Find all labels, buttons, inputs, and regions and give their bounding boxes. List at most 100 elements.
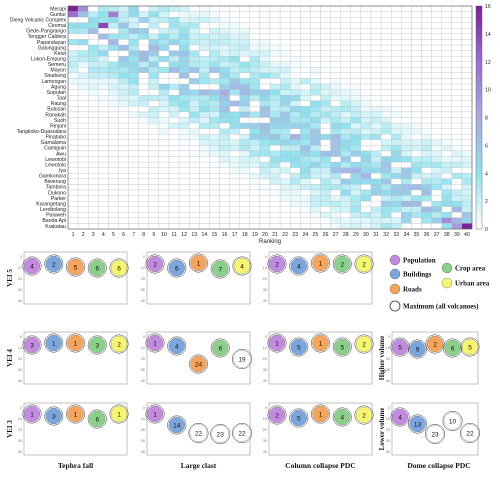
heatmap-cell (77, 134, 89, 140)
heatmap-cell (461, 195, 473, 202)
heatmap-cell (279, 145, 291, 152)
heatmap-cell (67, 50, 79, 57)
heatmap-cell (209, 22, 220, 29)
heatmap-cell (259, 223, 271, 230)
heatmap-cell (411, 111, 422, 118)
heatmap-cell (249, 212, 261, 218)
heatmap-cell (380, 28, 392, 35)
heatmap-cell (380, 128, 392, 135)
heatmap-cell (128, 128, 139, 135)
y-tick-label: Lamongan (41, 79, 66, 85)
heatmap-cell (128, 139, 139, 146)
heatmap-cell (128, 61, 139, 68)
heatmap-cell (340, 95, 351, 101)
heatmap-cell (350, 134, 362, 140)
heatmap-cell (219, 167, 230, 174)
heatmap-cell (249, 128, 261, 135)
max-ring (289, 408, 309, 428)
heatmap-cell (219, 150, 230, 157)
rank-label: 4 (240, 263, 244, 270)
heatmap-cell (138, 22, 149, 29)
heatmap-cell (320, 212, 331, 218)
heatmap-cell (239, 122, 250, 129)
heatmap-cell (189, 173, 200, 179)
heatmap-cell (350, 122, 362, 129)
heatmap-cell (88, 145, 99, 152)
panel-tick-label: 20 (18, 277, 22, 281)
heatmap-cell (380, 217, 392, 224)
heatmap-cell (320, 5, 331, 12)
rank-label: 2 (433, 341, 437, 348)
legend-swatch-crop (441, 262, 453, 274)
heatmap-cell (451, 11, 463, 18)
heatmap-cell (300, 106, 311, 113)
population-bubble (146, 405, 164, 423)
x-tick-label: 21 (272, 232, 278, 238)
heatmap-cell (158, 167, 170, 174)
heatmap-cell (290, 72, 301, 79)
heatmap-cell (138, 5, 149, 12)
urban-bubble (355, 335, 373, 353)
heatmap-cell (98, 100, 109, 107)
heatmap-cell (269, 61, 281, 68)
heatmap-cell (249, 156, 261, 163)
heatmap-cell (370, 5, 382, 12)
heatmap-cell (411, 44, 422, 51)
heatmap-cell (350, 128, 362, 135)
heatmap-cell (279, 33, 291, 40)
population-bubble (268, 334, 286, 352)
heatmap-cell (67, 139, 79, 146)
heatmap-cell (189, 122, 200, 129)
heatmap-cell (300, 223, 311, 230)
heatmap-cell (148, 22, 160, 29)
heatmap-cell (148, 61, 160, 68)
heatmap-cell (391, 122, 402, 129)
heatmap-cell (350, 167, 362, 174)
column-label: Large clast (181, 461, 217, 470)
heatmap-cell (290, 95, 301, 101)
heatmap-cell (178, 150, 190, 157)
heatmap-cell (168, 117, 180, 124)
heatmap-cell (340, 56, 351, 62)
heatmap-cell (300, 134, 311, 140)
panel-tick-label: 10 (141, 346, 145, 350)
heatmap-cell (98, 161, 109, 168)
panel-tick-label: 0 (265, 335, 267, 339)
heatmap-cell (279, 200, 291, 207)
buildings-bubble (45, 334, 62, 352)
heatmap-cell (219, 33, 230, 40)
urban-bubble (355, 255, 373, 273)
heatmap-cell (441, 100, 452, 107)
heatmap-cell (391, 134, 402, 140)
heatmap-cell (138, 95, 149, 101)
heatmap-cell (249, 173, 261, 179)
heatmap-cell (77, 56, 89, 62)
heatmap-cell (269, 33, 281, 40)
heatmap-cell (380, 39, 392, 46)
heatmap-cell (401, 200, 412, 207)
heatmap-cell (229, 195, 240, 202)
heatmap-cell (441, 16, 452, 23)
heatmap-cell (88, 150, 99, 157)
heatmap-cell (219, 95, 230, 101)
heatmap-cell (310, 61, 321, 68)
heatmap-cell (380, 156, 392, 163)
heatmap-cell (310, 178, 321, 185)
heatmap-cell (401, 206, 412, 213)
heatmap-cell (178, 111, 190, 118)
heatmap-cell (209, 139, 220, 146)
heatmap-cell (259, 200, 271, 207)
x-tick-label: 8 (142, 232, 145, 238)
heatmap-cell (148, 206, 160, 213)
heatmap-cell (300, 5, 311, 12)
heatmap-cell (411, 184, 422, 191)
panel-tick-label: 0 (143, 335, 145, 339)
heatmap-cell (451, 161, 463, 168)
max-ring (66, 257, 85, 277)
heatmap-cell (148, 122, 160, 129)
heatmap-cell (401, 128, 412, 135)
heatmap-cell (360, 39, 372, 46)
heatmap-cell (451, 100, 463, 107)
heatmap-cell (128, 195, 139, 202)
